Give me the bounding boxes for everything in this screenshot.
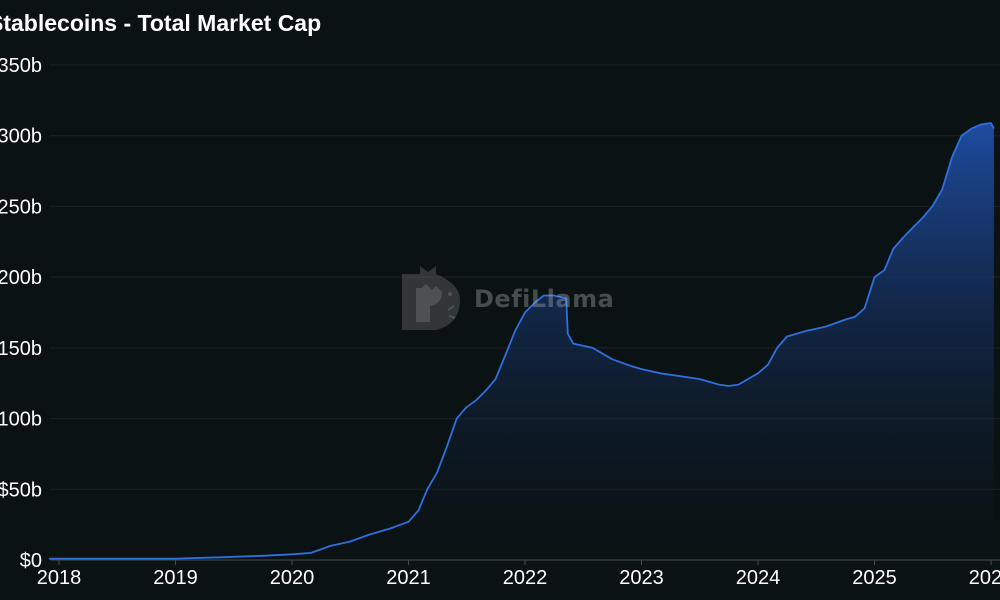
llama-logo-icon [402, 266, 460, 330]
y-tick-label: $300b [0, 126, 42, 148]
x-tick-label: 2020 [270, 567, 315, 589]
y-tick-label: $100b [0, 409, 42, 431]
series-area [49, 123, 994, 560]
y-tick-label: $0 [20, 550, 42, 572]
y-tick-label: $50b [0, 479, 42, 501]
x-tick-label: 2018 [37, 567, 82, 589]
watermark: DefiLlama [402, 266, 614, 332]
y-tick-label: $350b [0, 55, 42, 77]
y-tick-label: $200b [0, 267, 42, 289]
y-tick-label: $250b [0, 196, 42, 218]
x-tick-label: 2019 [153, 567, 198, 589]
x-tick-label: 2024 [736, 567, 781, 589]
watermark-text: DefiLlama [474, 285, 615, 313]
x-tick-label: 2026 [969, 567, 1000, 589]
series-line [49, 122, 995, 560]
x-tick-label: 2025 [852, 567, 897, 589]
y-tick-label: $150b [0, 338, 42, 360]
chart-title: Stablecoins - Total Market Cap [0, 10, 322, 36]
x-tick-label: 2021 [386, 567, 431, 589]
x-tick-label: 2022 [503, 567, 548, 589]
x-tick-label: 2023 [619, 567, 664, 589]
